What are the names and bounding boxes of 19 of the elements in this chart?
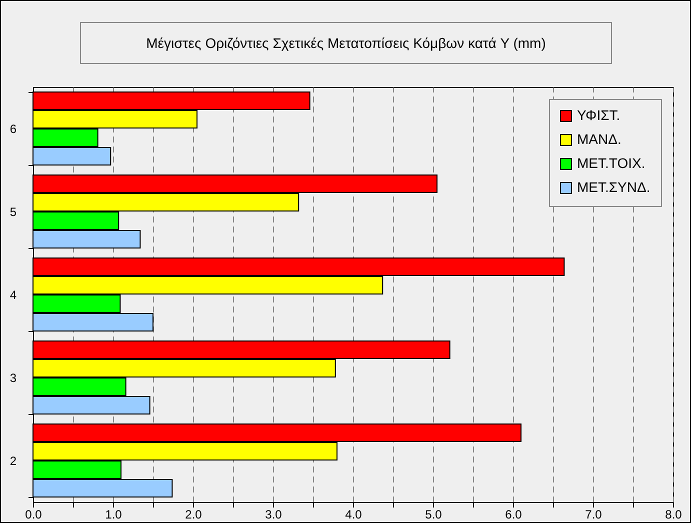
y-tick-label: 6 [10,122,17,136]
x-tick-label: 6.0 [505,508,522,522]
x-tick-label: 1.0 [105,508,122,522]
x-tick-label: 7.0 [585,508,602,522]
x-tick-label: 0.0 [25,508,42,522]
x-tick-label: 2.0 [185,508,202,522]
legend-label: ΜΕΤ.ΣΥΝΔ. [577,179,650,195]
y-tick-label: 2 [10,454,17,468]
y-tick-label: 4 [10,288,17,302]
x-tick-label: 5.0 [425,508,442,522]
legend-label: ΥΦΙΣΤ. [577,107,620,123]
x-tick-label: 8.0 [665,508,682,522]
x-tick-label: 3.0 [265,508,282,522]
y-tick-label: 3 [10,371,17,385]
x-tick-label: 4.0 [345,508,362,522]
y-tick-label: 5 [10,205,17,219]
chart-title: Μέγιστες Οριζόντιες Σχετικές Μετατοπίσεις Κόμβων κατά Y (mm) [80,22,612,64]
legend-label: ΜΑΝΔ. [577,131,622,147]
legend-label: ΜΕΤ.ΤΟΙΧ. [577,155,646,171]
